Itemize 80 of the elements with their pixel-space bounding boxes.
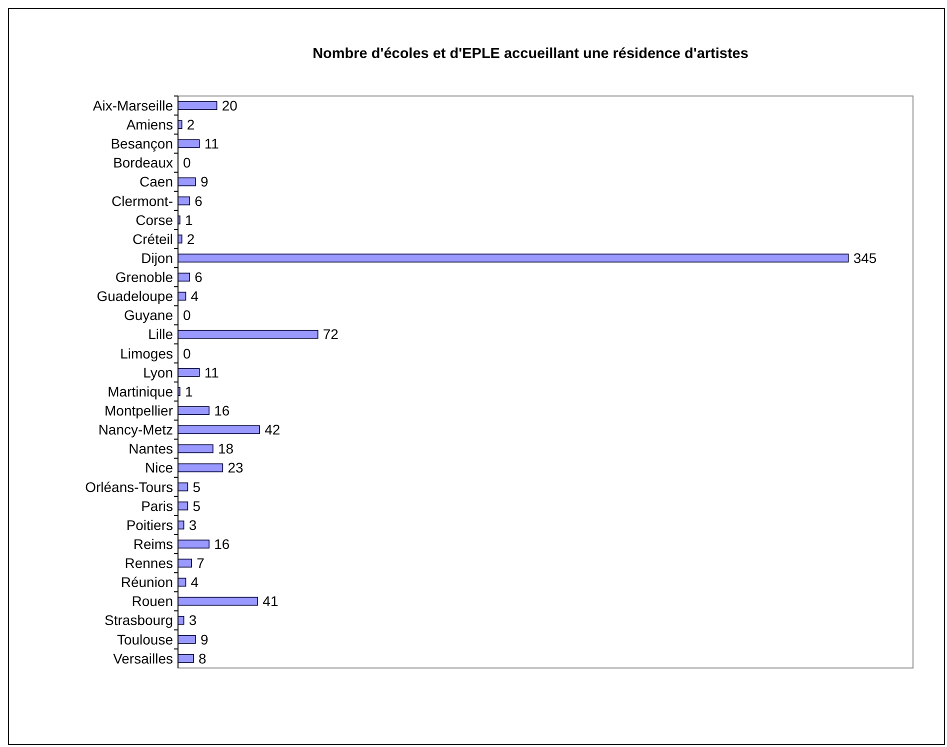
bar: [178, 502, 188, 510]
data-label: 7: [196, 555, 205, 572]
data-label: 16: [214, 536, 230, 552]
y-tick-label: Clermont-: [112, 192, 174, 209]
bar: [178, 139, 200, 148]
y-tick-label: Corse: [136, 212, 174, 228]
y-tick-label: Créteil: [132, 230, 173, 247]
y-tick-label: Toulouse: [116, 631, 174, 648]
y-tick-label: Besançon: [110, 136, 173, 152]
y-tick-label: Guadeloupe: [96, 288, 174, 304]
y-tick-label: Montpellier: [104, 402, 174, 418]
bar: [178, 406, 210, 416]
bar: [178, 482, 188, 492]
data-label: 20: [222, 97, 238, 114]
data-label: 3: [188, 612, 197, 628]
y-tick-label: Nantes: [128, 440, 173, 457]
data-label: 9: [200, 631, 208, 648]
chart-title: Nombre d'écoles et d'EPLE accueillant une résidence d'artistes: [312, 46, 748, 62]
y-tick-label: Limoges: [120, 345, 173, 362]
data-label: 8: [198, 650, 207, 666]
data-label: 2: [186, 230, 195, 247]
y-tick-label: Grenoble: [115, 269, 174, 286]
data-label: 5: [192, 478, 201, 495]
data-label: 11: [204, 136, 220, 152]
y-tick-label: Martinique: [108, 383, 174, 400]
y-tick-label: Strasbourg: [104, 612, 173, 628]
data-label: 6: [194, 269, 203, 286]
y-tick-label: Poitiers: [126, 516, 173, 533]
y-tick-label: Aix-Marseille: [92, 97, 174, 114]
y-tick-label: Lyon: [143, 364, 173, 380]
y-tick-label: Orléans-Tours: [85, 478, 173, 495]
y-tick-label: Amiens: [126, 116, 173, 132]
y-tick-label: Rouen: [132, 593, 173, 610]
bar: [178, 272, 190, 282]
data-label: 9: [200, 174, 208, 190]
bar: [178, 101, 218, 110]
y-tick-label: Guyane: [124, 307, 174, 324]
y-tick-label: Rennes: [124, 555, 173, 572]
bar: [178, 596, 258, 606]
y-tick-label: Paris: [141, 498, 173, 514]
bar: [178, 425, 260, 434]
y-tick-label: Reims: [133, 536, 173, 552]
data-label: 23: [228, 460, 244, 476]
data-label: 0: [183, 345, 191, 362]
bar: [178, 254, 849, 262]
bar: [178, 463, 224, 472]
y-tick-label: Nancy-Metz: [98, 422, 173, 438]
bar: [178, 540, 210, 548]
bar: [178, 368, 200, 377]
data-label: 3: [188, 516, 197, 533]
bar: [178, 177, 196, 186]
data-label: 41: [262, 593, 278, 610]
y-tick-label: Dijon: [141, 250, 173, 266]
y-tick-label: Nice: [144, 460, 174, 476]
data-label: 0: [183, 307, 191, 324]
y-tick-label: Versailles: [113, 650, 173, 666]
data-label: 1: [184, 212, 193, 228]
data-label: 5: [192, 498, 201, 514]
y-tick-label: Bordeaux: [113, 154, 173, 171]
data-label: 6: [194, 192, 203, 209]
data-label: 16: [214, 402, 230, 418]
data-label: 72: [322, 326, 339, 342]
bar: [178, 634, 196, 644]
bar: [178, 330, 318, 339]
data-label: 4: [190, 288, 199, 304]
data-label: 11: [204, 364, 220, 380]
bar: [178, 654, 194, 663]
data-label: 18: [218, 440, 234, 457]
y-tick-label: Caen: [140, 174, 173, 190]
data-label: 0: [183, 154, 191, 171]
data-label: 345: [853, 250, 877, 266]
data-label: 2: [186, 116, 195, 132]
bar: [178, 558, 192, 568]
data-label: 1: [184, 383, 193, 400]
y-tick-label: Réunion: [120, 574, 173, 590]
bar: [178, 444, 214, 454]
y-tick-label: Lille: [148, 326, 174, 342]
bar: [178, 196, 190, 206]
data-label: 4: [190, 574, 199, 590]
data-label: 42: [264, 422, 280, 438]
